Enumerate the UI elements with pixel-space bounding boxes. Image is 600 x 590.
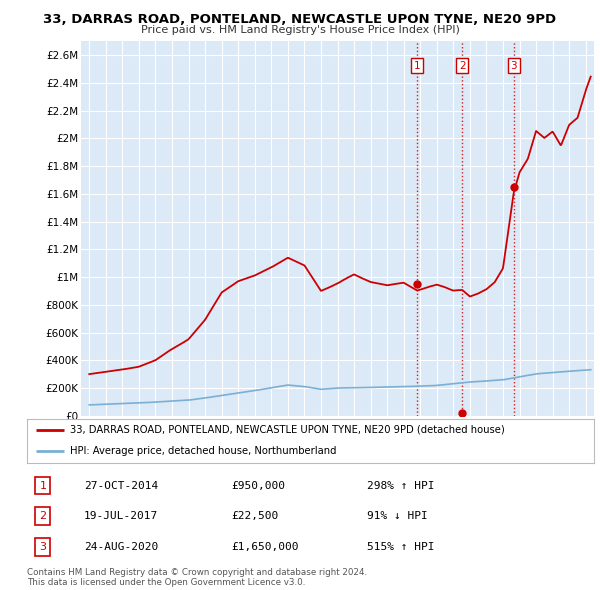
Text: 91% ↓ HPI: 91% ↓ HPI	[367, 511, 428, 521]
Text: £22,500: £22,500	[231, 511, 278, 521]
Text: 2: 2	[40, 511, 46, 521]
Text: 2: 2	[459, 61, 466, 71]
Text: 515% ↑ HPI: 515% ↑ HPI	[367, 542, 434, 552]
Text: 27-OCT-2014: 27-OCT-2014	[84, 481, 158, 491]
Text: 3: 3	[511, 61, 517, 71]
Text: HPI: Average price, detached house, Northumberland: HPI: Average price, detached house, Nort…	[70, 446, 336, 455]
Text: £950,000: £950,000	[231, 481, 285, 491]
Text: 24-AUG-2020: 24-AUG-2020	[84, 542, 158, 552]
Text: 33, DARRAS ROAD, PONTELAND, NEWCASTLE UPON TYNE, NE20 9PD: 33, DARRAS ROAD, PONTELAND, NEWCASTLE UP…	[43, 13, 557, 26]
Text: 1: 1	[40, 481, 46, 491]
Text: Contains HM Land Registry data © Crown copyright and database right 2024.
This d: Contains HM Land Registry data © Crown c…	[27, 568, 367, 587]
Text: 33, DARRAS ROAD, PONTELAND, NEWCASTLE UPON TYNE, NE20 9PD (detached house): 33, DARRAS ROAD, PONTELAND, NEWCASTLE UP…	[70, 425, 504, 435]
Text: 1: 1	[414, 61, 421, 71]
Text: 3: 3	[40, 542, 46, 552]
Text: 19-JUL-2017: 19-JUL-2017	[84, 511, 158, 521]
Text: 298% ↑ HPI: 298% ↑ HPI	[367, 481, 434, 491]
Text: £1,650,000: £1,650,000	[231, 542, 299, 552]
Text: Price paid vs. HM Land Registry's House Price Index (HPI): Price paid vs. HM Land Registry's House …	[140, 25, 460, 35]
